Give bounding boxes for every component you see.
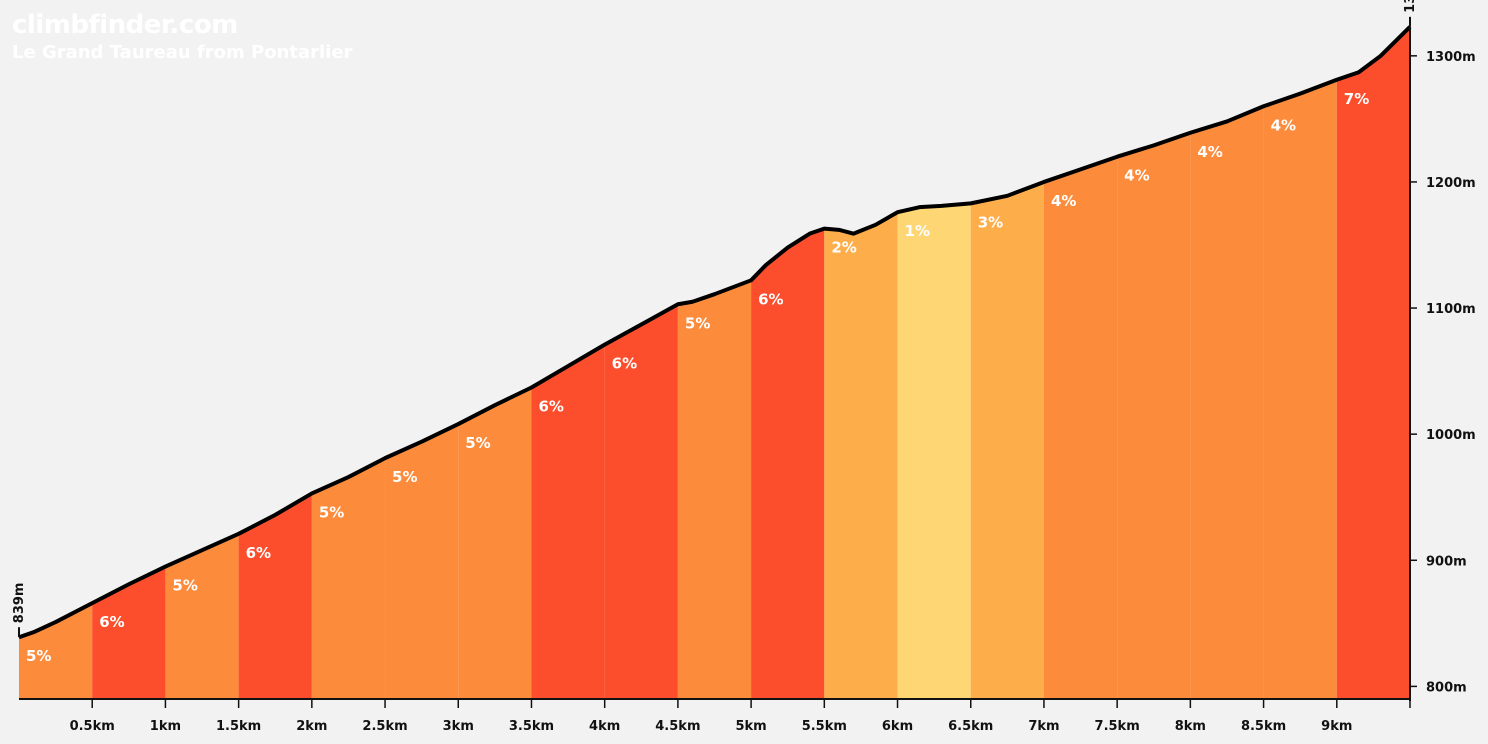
grade-segment-14 [1043,156,1118,699]
x-tick-label-10: 5.5km [802,719,847,734]
grade-segment-6 [458,387,532,699]
x-tick-label-6: 3.5km [509,719,554,734]
grade-segment-16 [1190,106,1264,700]
x-tick-label-7: 4km [589,719,620,734]
grade-label-8: 6% [612,355,637,373]
grade-label-14: 4% [1051,192,1076,210]
x-tick-label-14: 7.5km [1095,719,1140,734]
grade-segment-18 [1336,26,1410,700]
x-tick-label-5: 3km [443,719,474,734]
grade-label-6: 5% [465,434,490,452]
x-tick-label-16: 8.5km [1241,719,1286,734]
y-tick-label-5: 1300m [1426,50,1476,65]
x-tick-label-8: 4.5km [655,719,700,734]
grade-segment-1 [92,566,166,699]
grade-label-12: 1% [905,222,930,240]
start-elevation-label: 839m [12,583,27,624]
grade-segment-13 [970,181,1044,699]
x-tick-label-13: 7km [1028,719,1059,734]
grade-segment-12 [897,203,971,699]
x-tick-label-0: 0.5km [70,719,115,734]
grade-label-11: 2% [831,239,856,257]
grade-label-18: 7% [1344,90,1369,108]
grade-label-1: 6% [99,613,124,631]
y-tick-label-3: 1100m [1426,302,1476,317]
y-tick-label-2: 1000m [1426,428,1476,443]
grade-segment-17 [1263,79,1337,700]
grade-segment-4 [311,458,386,699]
grade-label-16: 4% [1197,143,1222,161]
grade-label-5: 5% [392,468,417,486]
grade-segments [19,26,1410,700]
grade-label-17: 4% [1271,116,1296,134]
endpoint-labels: 839m 1323m [12,0,1418,638]
grade-label-9: 5% [685,314,710,332]
grade-label-0: 5% [26,647,51,665]
x-tick-label-9: 5km [735,719,766,734]
grade-segment-10 [751,228,825,699]
grade-label-10: 6% [758,290,783,308]
x-tick-label-15: 8km [1175,719,1206,734]
x-axis: 0.5km 1km 1.5km 2km 2.5km 3km 3.5km 4km 4.5km 5km… [19,698,1411,734]
brand-logo-text: climbfinder.com [12,10,238,40]
grade-segment-9 [677,280,752,699]
x-tick-label-2: 1.5km [216,719,261,734]
elevation-profile-line [18,25,1412,640]
x-tick-label-1: 1km [150,719,181,734]
grade-segment-11 [824,212,898,699]
grade-label-2: 5% [172,577,197,595]
y-axis: 800m 900m 1000m 1100m 1200m 1300m [1409,26,1476,701]
y-tick-label-0: 800m [1426,680,1467,695]
chart-subtitle: Le Grand Taureau from Pontarlier [12,42,353,63]
grade-segment-5 [385,424,459,699]
grade-label-3: 6% [246,544,271,562]
grade-segment-7 [531,344,605,699]
x-tick-label-17: 9km [1321,719,1352,734]
grade-segment-8 [604,304,678,699]
x-tick-label-12: 6.5km [948,719,993,734]
y-tick-label-1: 900m [1426,554,1467,569]
grade-label-15: 4% [1124,167,1149,185]
grade-segment-2 [165,533,239,699]
grade-label-4: 5% [319,503,344,521]
grade-label-7: 6% [538,398,563,416]
grade-segment-0 [19,603,93,699]
x-tick-label-3: 2km [296,719,327,734]
end-elevation-label: 1323m [1403,0,1418,13]
grade-segment-3 [238,493,312,699]
y-tick-label-4: 1200m [1426,176,1476,191]
x-tick-label-11: 6km [882,719,913,734]
grade-segment-15 [1117,132,1191,699]
x-tick-label-4: 2.5km [362,719,407,734]
grade-label-13: 3% [978,213,1003,231]
grade-labels: 5% 6% 5% 6% 5% 5% 5% 6% 6% 5% 6% 2% 1% 3% 4% 4% 4% 4% 7% [26,90,1369,665]
